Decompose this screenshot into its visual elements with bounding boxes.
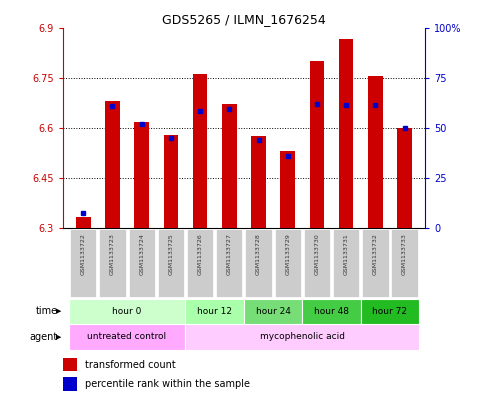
Text: GSM1133728: GSM1133728 [256, 233, 261, 275]
Bar [222, 105, 237, 228]
Text: GSM1133732: GSM1133732 [373, 233, 378, 275]
FancyBboxPatch shape [185, 299, 244, 324]
Text: mycophenolic acid: mycophenolic acid [260, 332, 345, 342]
FancyBboxPatch shape [304, 230, 330, 297]
Bar [368, 76, 383, 228]
Bar [105, 101, 120, 228]
FancyBboxPatch shape [275, 230, 301, 297]
Text: hour 12: hour 12 [197, 307, 232, 316]
FancyBboxPatch shape [99, 230, 126, 297]
FancyBboxPatch shape [391, 230, 418, 297]
Text: GSM1133727: GSM1133727 [227, 233, 232, 275]
Text: GSM1133729: GSM1133729 [285, 233, 290, 275]
FancyBboxPatch shape [245, 230, 271, 297]
Text: GSM1133731: GSM1133731 [344, 233, 349, 275]
Text: untreated control: untreated control [87, 332, 167, 342]
FancyBboxPatch shape [302, 299, 361, 324]
Bar [251, 136, 266, 228]
Text: ▶: ▶ [56, 309, 61, 314]
Text: GSM1133723: GSM1133723 [110, 233, 115, 275]
FancyBboxPatch shape [361, 299, 419, 324]
Text: hour 48: hour 48 [314, 307, 349, 316]
FancyBboxPatch shape [70, 230, 97, 297]
FancyBboxPatch shape [216, 230, 242, 297]
FancyBboxPatch shape [185, 324, 419, 350]
Text: ▶: ▶ [56, 334, 61, 340]
Bar [63, 377, 77, 391]
FancyBboxPatch shape [158, 230, 184, 297]
Bar [339, 39, 354, 228]
Text: percentile rank within the sample: percentile rank within the sample [85, 379, 250, 389]
Text: hour 0: hour 0 [113, 307, 142, 316]
Text: GSM1133726: GSM1133726 [198, 233, 202, 275]
Text: hour 72: hour 72 [372, 307, 408, 316]
FancyBboxPatch shape [128, 230, 155, 297]
Bar [76, 217, 90, 228]
Bar [193, 74, 207, 228]
Text: time: time [36, 307, 58, 316]
Text: hour 24: hour 24 [256, 307, 291, 316]
Title: GDS5265 / ILMN_1676254: GDS5265 / ILMN_1676254 [162, 13, 326, 26]
Bar [310, 61, 324, 228]
Text: GSM1133722: GSM1133722 [81, 233, 86, 275]
FancyBboxPatch shape [333, 230, 359, 297]
Bar [63, 358, 77, 371]
Bar [281, 151, 295, 228]
Text: agent: agent [30, 332, 58, 342]
FancyBboxPatch shape [244, 299, 302, 324]
Bar [398, 128, 412, 228]
Text: transformed count: transformed count [85, 360, 175, 370]
Text: GSM1133733: GSM1133733 [402, 233, 407, 275]
Text: GSM1133724: GSM1133724 [139, 233, 144, 275]
Bar [134, 122, 149, 228]
FancyBboxPatch shape [69, 299, 185, 324]
Text: GSM1133730: GSM1133730 [314, 233, 319, 275]
Text: GSM1133725: GSM1133725 [169, 233, 173, 275]
FancyBboxPatch shape [187, 230, 213, 297]
Bar [164, 135, 178, 228]
FancyBboxPatch shape [69, 324, 185, 350]
FancyBboxPatch shape [362, 230, 388, 297]
